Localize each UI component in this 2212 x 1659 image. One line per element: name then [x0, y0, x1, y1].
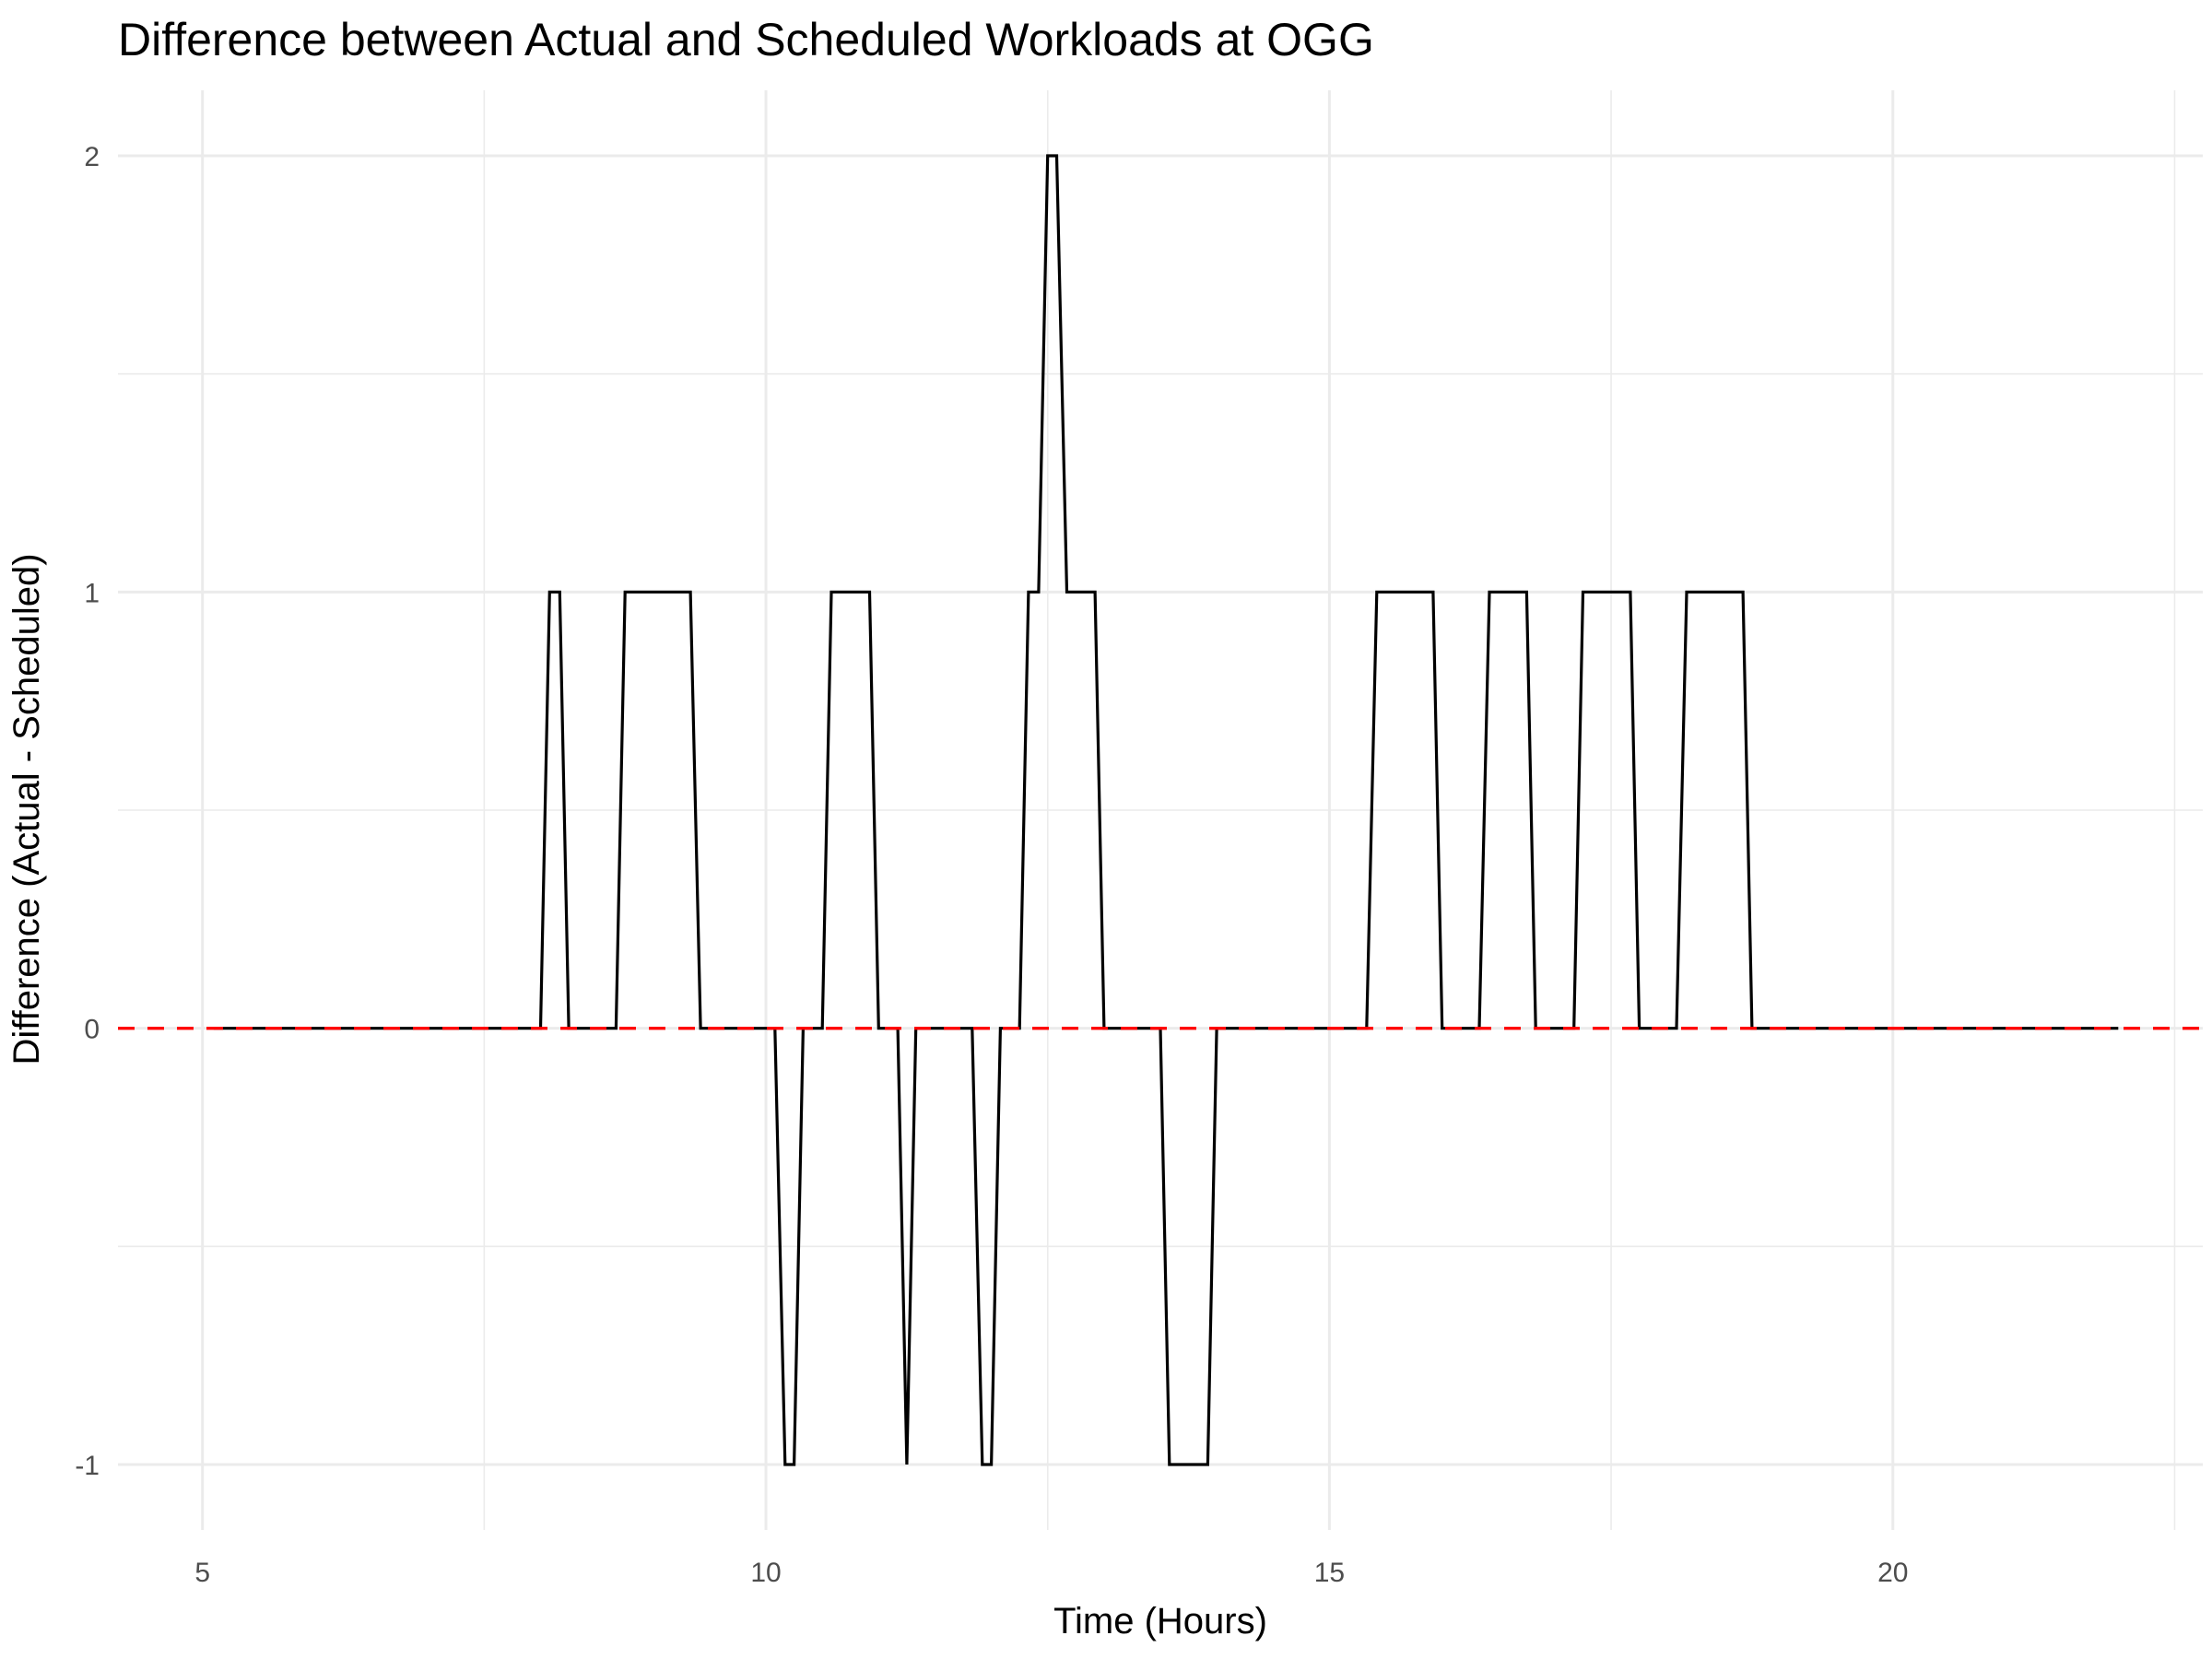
chart-title: Difference between Actual and Scheduled …: [118, 14, 1374, 65]
x-tick-label: 20: [1877, 1558, 1908, 1588]
x-tick-label: 10: [750, 1558, 781, 1588]
y-tick-label: 1: [84, 578, 100, 608]
y-axis-title: Difference (Actual - Scheduled): [6, 553, 47, 1065]
x-tick-label: 15: [1314, 1558, 1345, 1588]
x-axis-ticks: 5 10 15 20: [194, 1558, 1908, 1588]
y-tick-label: 2: [84, 142, 100, 172]
y-tick-label: -1: [75, 1451, 100, 1481]
x-tick-label: 5: [194, 1558, 210, 1588]
y-axis-ticks: -1 0 1 2: [75, 142, 100, 1481]
y-tick-label: 0: [84, 1015, 100, 1045]
x-axis-title: Time (Hours): [1053, 1601, 1267, 1641]
